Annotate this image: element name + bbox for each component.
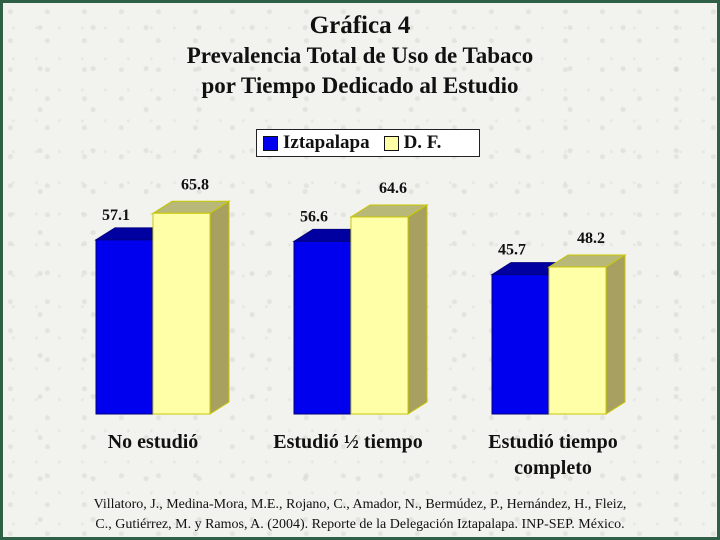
chart-title: Gráfica 4 Prevalencia Total de Uso de Ta… [3, 11, 717, 101]
data-label-df-2: 48.2 [577, 230, 605, 247]
legend-label-iztapalapa: Iztapalapa [283, 132, 370, 153]
category-label-0-line-0: No estudió [107, 431, 199, 453]
bar-df-2 [548, 266, 607, 415]
bar-df-0 [152, 212, 211, 415]
category-label-1-line-0: Estudió ½ tiempo [273, 431, 423, 453]
bar-chart: 57.1 65.8 56.6 64.6 45.7 48.2 [94, 176, 627, 415]
slide: Gráfica 4 Prevalencia Total de Uso de Ta… [3, 3, 717, 537]
bar-iztapalapa-2 [491, 274, 550, 415]
data-label-iztapalapa-2: 45.7 [498, 242, 526, 259]
data-label-iztapalapa-0: 57.1 [102, 207, 130, 224]
legend-swatch-df [383, 135, 399, 151]
bar-side-df-2 [605, 254, 626, 415]
category-label-0: No estudió [63, 429, 243, 455]
title-line-3: por Tiempo Dedicado al Estudio [201, 73, 519, 98]
source-citation: Villatoro, J., Medina-Mora, M.E., Rojano… [3, 495, 717, 535]
category-label-1: Estudió ½ tiempo [248, 429, 448, 455]
bar-df-1 [350, 216, 409, 415]
legend: Iztapalapa D. F. [256, 129, 480, 157]
category-label-2-line-1: completo [514, 457, 592, 479]
legend-item-iztapalapa: Iztapalapa [263, 132, 370, 154]
category-label-2-line-0: Estudió tiempo [488, 431, 618, 453]
legend-swatch-iztapalapa [263, 135, 278, 151]
bar-iztapalapa-0 [95, 239, 154, 415]
data-label-iztapalapa-1: 56.6 [300, 208, 328, 225]
data-label-df-1: 64.6 [379, 180, 407, 197]
bar-side-df-0 [209, 200, 230, 415]
title-line-1: Gráfica 4 [309, 12, 411, 39]
legend-item-df: D. F. [383, 132, 442, 154]
data-label-df-0: 65.8 [181, 176, 209, 193]
title-line-2: Prevalencia Total de Uso de Tabaco [186, 43, 534, 68]
category-label-2: Estudió tiempo completo [453, 429, 653, 481]
source-line-2: C., Gutiérrez, M. y Ramos, A. (2004). Re… [95, 517, 625, 532]
legend-label-df: D. F. [403, 132, 442, 153]
source-line-1: Villatoro, J., Medina-Mora, M.E., Rojano… [93, 497, 627, 512]
bar-side-df-1 [407, 204, 428, 415]
bar-iztapalapa-1 [293, 240, 352, 415]
